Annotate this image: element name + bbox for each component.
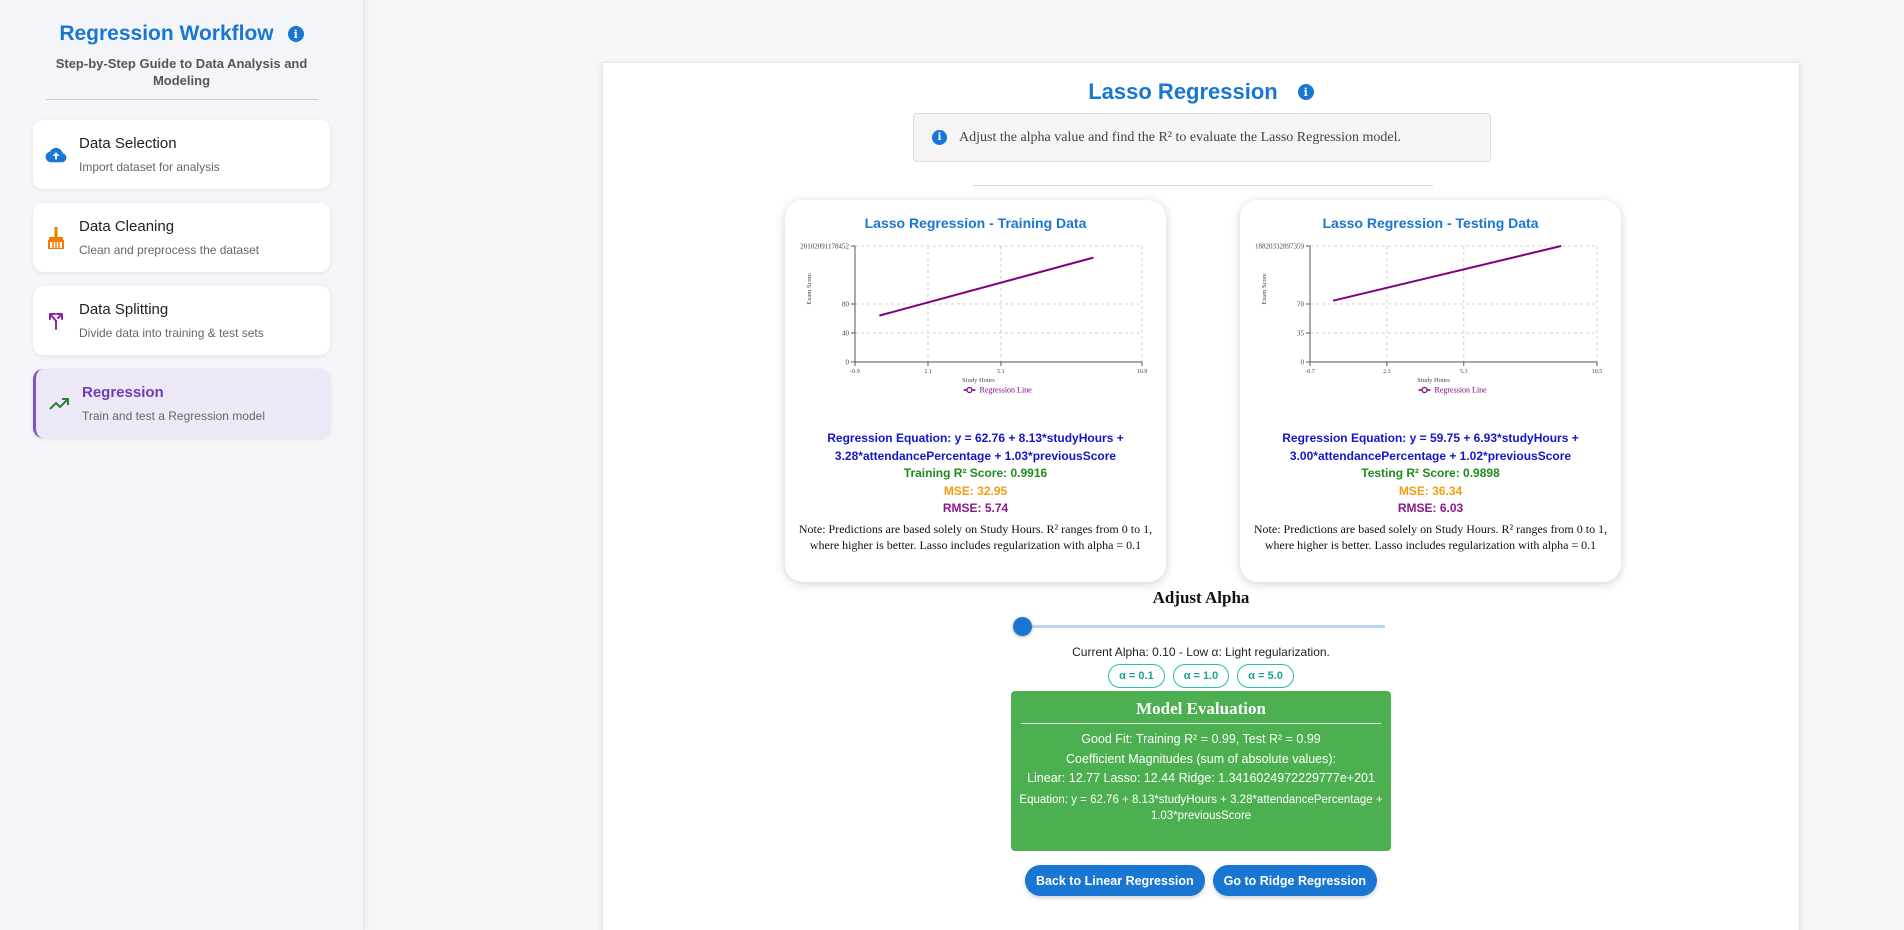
alpha-preset-1-0-button[interactable]: α = 1.0 — [1172, 664, 1230, 688]
trending-up-icon — [36, 397, 82, 411]
coefficient-values: Linear: 12.77 Lasso: 12.44 Ridge: 1.3416… — [1027, 771, 1375, 785]
instruction-box: i Adjust the alpha value and find the R²… — [913, 113, 1491, 162]
testing-plot-card: Lasso Regression - Testing Data 0 35 70 188… — [1240, 200, 1621, 582]
info-icon[interactable]: i — [1297, 84, 1314, 100]
legend-label: Regression Line — [980, 386, 1033, 395]
x-tick-label: -0.7 — [1305, 369, 1315, 375]
main-card: Lasso Regression i i Adjust the alpha va… — [602, 62, 1800, 930]
r2-score: Testing R² Score: 0.9898 — [1361, 466, 1500, 480]
plot-note: Note: Predictions are based solely on St… — [798, 521, 1153, 552]
nav-label: Data Selection — [79, 135, 177, 152]
y-tick-label: 80 — [842, 301, 850, 309]
x-tick-label: -0.9 — [850, 369, 860, 375]
instruction-text: Adjust the alpha value and find the R² t… — [959, 129, 1401, 145]
nav-description: Train and test a Regression model — [82, 409, 265, 423]
split-icon — [33, 311, 79, 331]
y-tick-label: 0 — [1301, 359, 1305, 367]
rmse-value: RMSE: 6.03 — [1397, 501, 1464, 515]
back-to-linear-button[interactable]: Back to Linear Regression — [1024, 865, 1205, 896]
nav-item-regression[interactable]: Regression Train and test a Regression m… — [33, 369, 330, 438]
mse-value: MSE: 36.34 — [1398, 483, 1463, 498]
x-axis-label: Study Hours — [1417, 377, 1450, 384]
evaluation-equation: Equation: y = 62.76 + 8.13*studyHours + … — [1019, 793, 1383, 822]
x-tick-label: 10.5 — [1592, 369, 1603, 375]
x-axis-label: Study Hours — [962, 377, 995, 384]
slider-thumb[interactable] — [1013, 617, 1032, 636]
navigation-buttons: Back to Linear Regression Go to Ridge Re… — [603, 865, 1799, 896]
alpha-preset-0-1-button[interactable]: α = 0.1 — [1108, 664, 1165, 688]
model-evaluation-box: Model Evaluation Good Fit: Training R² =… — [1011, 691, 1391, 851]
current-alpha-text: Current Alpha: 0.10 - Low α: Light regul… — [1072, 645, 1330, 659]
page-title-row: Lasso Regression i — [603, 79, 1799, 105]
page-title: Lasso Regression — [1088, 79, 1278, 104]
info-icon[interactable]: i — [287, 26, 304, 42]
y-tick-label: 20102091178452 — [800, 243, 849, 251]
y-tick-label: 0 — [846, 359, 850, 367]
cloud-upload-icon — [33, 146, 79, 164]
y-tick-label: 70 — [1297, 301, 1305, 309]
alpha-preset-5-0-button[interactable]: α = 5.0 — [1237, 664, 1294, 688]
broom-icon — [33, 226, 79, 249]
legend-label: Regression Line — [1435, 386, 1488, 395]
y-tick-label: 40 — [842, 330, 850, 338]
x-tick-label: 5.3 — [1460, 369, 1468, 375]
mse-value: MSE: 32.95 — [943, 483, 1008, 498]
rmse-value: RMSE: 5.74 — [942, 501, 1009, 515]
training-metrics: Regression Equation: y = 62.76 + 8.13*st… — [795, 430, 1156, 553]
sidebar: Regression Workflow i Step-by-Step Guide… — [0, 0, 364, 930]
go-to-ridge-button[interactable]: Go to Ridge Regression — [1212, 865, 1378, 896]
testing-chart: 0 35 70 18820332897359 -0.7 2.3 5.3 10.5 Study H… — [1255, 243, 1603, 395]
x-tick-label: 5.1 — [997, 369, 1005, 375]
nav-item-data-cleaning[interactable]: Data Cleaning Clean and preprocess the d… — [33, 203, 330, 272]
legend-marker — [1421, 386, 1428, 394]
nav-label: Data Splitting — [79, 301, 169, 318]
sidebar-header: Regression Workflow i Step-by-Step Guide… — [0, 0, 363, 100]
nav-list: Data Selection Import dataset for analys… — [33, 120, 330, 452]
divider — [973, 185, 1433, 186]
alpha-presets: α = 0.1 α = 1.0 α = 5.0 — [603, 664, 1799, 688]
nav-item-data-splitting[interactable]: Data Splitting Divide data into training… — [33, 286, 330, 355]
training-chart: 0 40 80 20102091178452 -0.9 2.1 5.1 10.9 Study H… — [800, 243, 1148, 395]
y-axis-label: Exam Score — [806, 273, 813, 305]
regression-line — [1332, 245, 1562, 302]
slider-track[interactable] — [1015, 625, 1385, 628]
legend-marker — [966, 386, 973, 394]
alpha-title: Adjust Alpha — [1152, 588, 1250, 607]
nav-label: Data Cleaning — [79, 218, 175, 235]
y-tick-label: 18820332897359 — [1255, 243, 1305, 251]
sidebar-title: Regression Workflow — [59, 22, 274, 45]
sidebar-title-row: Regression Workflow i — [59, 22, 304, 46]
nav-label: Regression — [82, 384, 164, 401]
training-plot-card: Lasso Regression - Training Data 0 40 80 20… — [785, 200, 1166, 582]
plot-note: Note: Predictions are based solely on St… — [1253, 521, 1608, 552]
nav-description: Import dataset for analysis — [79, 160, 220, 174]
regression-line — [879, 256, 1094, 317]
testing-metrics: Regression Equation: y = 59.75 + 6.93*st… — [1250, 430, 1611, 553]
x-tick-label: 10.9 — [1137, 369, 1148, 375]
info-icon: i — [932, 130, 947, 145]
nav-description: Clean and preprocess the dataset — [79, 243, 260, 257]
nav-description: Divide data into training & test sets — [79, 326, 264, 340]
coefficient-heading: Coefficient Magnitudes (sum of absolute … — [1065, 751, 1337, 766]
sidebar-subtitle: Step-by-Step Guide to Data Analysis and … — [55, 56, 308, 88]
alpha-slider[interactable] — [1013, 617, 1385, 636]
evaluation-title: Model Evaluation — [1021, 699, 1381, 724]
y-axis-label: Exam Score — [1261, 273, 1268, 305]
x-tick-label: 2.1 — [924, 369, 932, 375]
plot-title: Lasso Regression - Testing Data — [1322, 215, 1539, 231]
sidebar-divider — [45, 99, 318, 100]
r2-score: Training R² Score: 0.9916 — [903, 466, 1048, 480]
plot-title: Lasso Regression - Training Data — [864, 215, 1087, 231]
nav-item-data-selection[interactable]: Data Selection Import dataset for analys… — [33, 120, 330, 189]
fit-status: Good Fit: Training R² = 0.99, Test R² = … — [1081, 732, 1321, 746]
regression-equation: Regression Equation: y = 59.75 + 6.93*st… — [1282, 431, 1579, 463]
regression-equation: Regression Equation: y = 62.76 + 8.13*st… — [827, 431, 1124, 463]
y-tick-label: 35 — [1297, 330, 1305, 338]
x-tick-label: 2.3 — [1383, 369, 1391, 375]
